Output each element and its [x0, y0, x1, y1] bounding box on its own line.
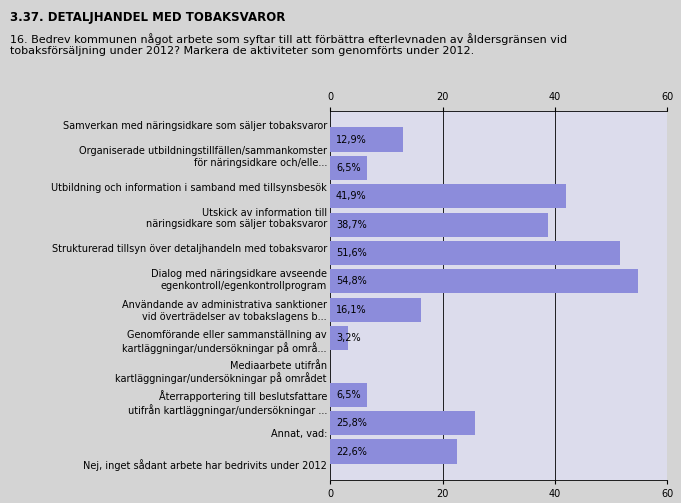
Text: Genomförande eller sammanställning av
kartläggningar/undersökningar på områ...: Genomförande eller sammanställning av ka… [123, 330, 327, 354]
Text: 6,5%: 6,5% [336, 163, 360, 173]
Bar [330, 440, 457, 464]
Text: Dialog med näringsidkare avseende
egenkontroll/egenkontrollprogram: Dialog med näringsidkare avseende egenko… [151, 269, 327, 291]
Text: Organiserade utbildningstillfällen/sammankomster
för näringsidkare och/elle...: Organiserade utbildningstillfällen/samma… [79, 146, 327, 167]
Bar [330, 298, 421, 322]
Text: Strukturerad tillsyn över detaljhandeln med tobaksvaror: Strukturerad tillsyn över detaljhandeln … [52, 244, 327, 255]
Text: 25,8%: 25,8% [336, 418, 367, 428]
Bar [330, 326, 348, 350]
Text: Nej, inget sådant arbete har bedrivits under 2012: Nej, inget sådant arbete har bedrivits u… [83, 459, 327, 471]
Bar [330, 127, 402, 151]
Text: 3.37. DETALJHANDEL MED TOBAKSVAROR: 3.37. DETALJHANDEL MED TOBAKSVAROR [10, 11, 285, 24]
Text: 16. Bedrev kommunen något arbete som syftar till att förbättra efterlevnaden av : 16. Bedrev kommunen något arbete som syf… [10, 33, 567, 56]
Bar [330, 241, 620, 265]
Text: 41,9%: 41,9% [336, 191, 366, 201]
Text: Användande av administrativa sanktioner
vid överträdelser av tobakslagens b...: Användande av administrativa sanktioner … [122, 300, 327, 322]
Text: 22,6%: 22,6% [336, 447, 367, 457]
Bar [330, 383, 367, 407]
Text: 51,6%: 51,6% [336, 248, 366, 258]
Text: 6,5%: 6,5% [336, 390, 360, 400]
Text: Utskick av information till
näringsidkare som säljer tobaksvaror: Utskick av information till näringsidkar… [146, 208, 327, 229]
Text: 12,9%: 12,9% [336, 134, 366, 144]
Bar [330, 156, 367, 180]
Bar [330, 269, 638, 293]
Bar [330, 213, 548, 236]
Text: Annat, vad:: Annat, vad: [270, 429, 327, 439]
Text: 16,1%: 16,1% [336, 305, 366, 315]
Bar [330, 411, 475, 435]
Bar [330, 184, 566, 208]
Text: Mediaarbete utifrån
kartläggningar/undersökningar på området: Mediaarbete utifrån kartläggningar/under… [115, 361, 327, 384]
Text: Återrapportering till beslutsfattare
utifrån kartläggningar/undersökningar ...: Återrapportering till beslutsfattare uti… [127, 390, 327, 416]
Text: Samverkan med näringsidkare som säljer tobaksvaror: Samverkan med näringsidkare som säljer t… [63, 121, 327, 131]
Text: 54,8%: 54,8% [336, 276, 366, 286]
Text: 3,2%: 3,2% [336, 333, 360, 343]
Text: 38,7%: 38,7% [336, 220, 366, 229]
Text: Utbildning och information i samband med tillsynsbesök: Utbildning och information i samband med… [51, 183, 327, 193]
